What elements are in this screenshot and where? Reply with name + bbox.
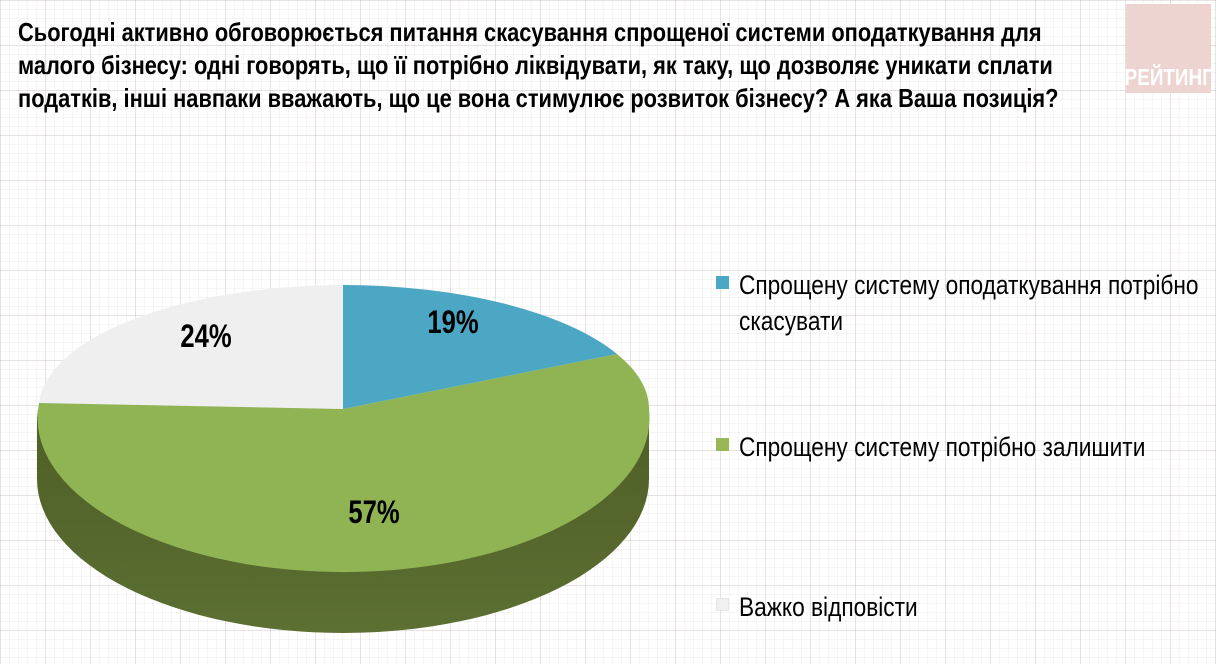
legend-swatch-keep <box>716 438 729 451</box>
legend-label-keep-line: Спрощену систему потрібно залишити <box>739 432 1146 462</box>
legend-swatch-cancel <box>716 276 729 289</box>
legend-item-cancel: Спрощену систему оподаткування потрібно … <box>716 267 1216 339</box>
legend-label-keep: Спрощену систему потрібно залишити <box>739 429 1145 465</box>
question-title-line: податків, інші навпаки вважають, що це в… <box>18 83 1059 113</box>
legend-label-undecided: Важко відповісти <box>739 589 918 625</box>
legend-swatch-undecided <box>716 598 729 611</box>
question-title-line: Сьогодні активно обговорюється питання с… <box>18 17 1042 47</box>
pie-slice-keep <box>37 354 650 573</box>
legend-item-undecided: Важко відповісти <box>716 589 952 625</box>
pie-label-cancel: 19% <box>427 304 479 340</box>
rating-group-logo: РЕЙТИНГ <box>1124 4 1213 93</box>
pie-slice-undecided <box>39 285 343 409</box>
pie-label-undecided: 24% <box>180 318 232 354</box>
legend-label-cancel: Спрощену систему оподаткування потрібно … <box>739 267 1199 339</box>
legend-label-cancel-line: Спрощену систему оподаткування потрібно <box>739 270 1199 300</box>
question-title: Сьогодні активно обговорюється питання с… <box>18 16 1216 115</box>
pie-slice-keep-side <box>37 409 649 633</box>
rating-group-logo-text: РЕЙТИНГ <box>1124 64 1213 90</box>
legend-item-keep: Спрощену систему потрібно залишити <box>716 429 1216 465</box>
pie-label-keep: 57% <box>348 494 400 530</box>
pie-slice-cancel <box>343 285 617 409</box>
question-title-line: малого бізнесу: одні говорять, що її пот… <box>18 50 1053 80</box>
legend-label-cancel-line: скасувати <box>739 306 844 336</box>
legend-label-undecided-line: Важко відповісти <box>739 592 918 622</box>
chart-legend: Спрощену систему оподаткування потрібно … <box>716 0 1202 664</box>
